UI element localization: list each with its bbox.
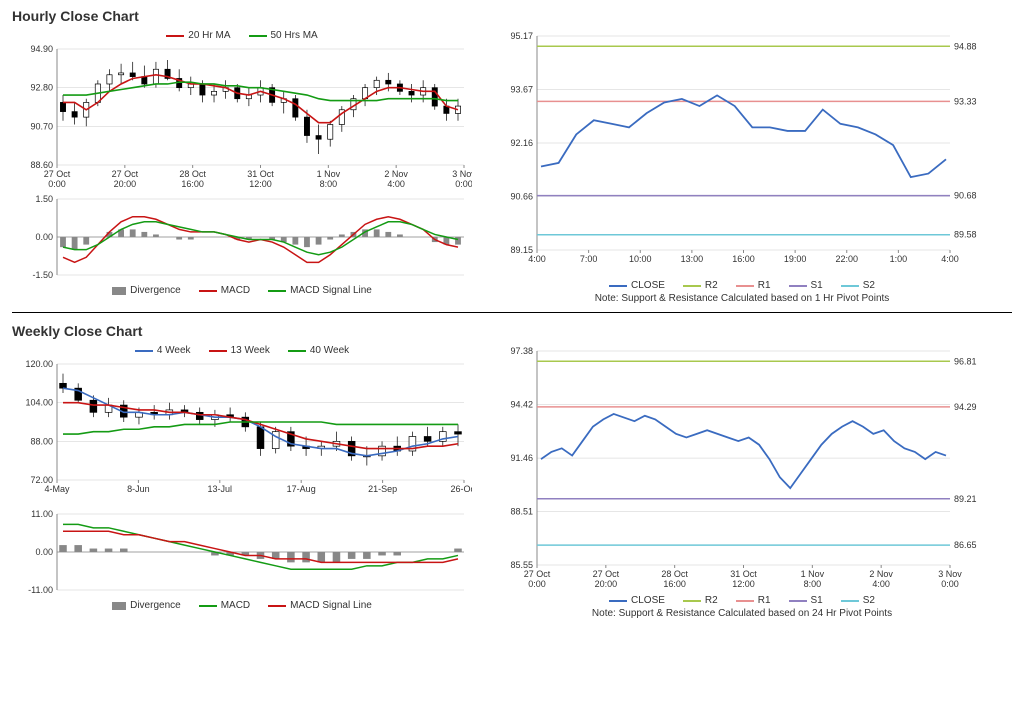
svg-text:89.21: 89.21 bbox=[954, 494, 977, 504]
hourly-main-chart: 88.6090.7092.8094.9027 Oct0:0027 Oct20:0… bbox=[12, 43, 472, 193]
svg-text:95.17: 95.17 bbox=[510, 31, 533, 41]
svg-text:20:00: 20:00 bbox=[114, 179, 137, 189]
svg-text:2 Nov: 2 Nov bbox=[384, 169, 408, 179]
svg-text:93.67: 93.67 bbox=[510, 84, 533, 94]
svg-text:1 Nov: 1 Nov bbox=[317, 169, 341, 179]
section-divider bbox=[12, 312, 1012, 313]
svg-text:31 Oct: 31 Oct bbox=[730, 569, 757, 579]
svg-text:16:00: 16:00 bbox=[663, 579, 686, 589]
svg-text:28 Oct: 28 Oct bbox=[661, 569, 688, 579]
svg-text:94.88: 94.88 bbox=[954, 41, 977, 51]
svg-text:27 Oct: 27 Oct bbox=[44, 169, 71, 179]
svg-text:27 Oct: 27 Oct bbox=[112, 169, 139, 179]
weekly-osc-chart: -11.00 0.00 11.00 bbox=[12, 508, 472, 598]
svg-text:0.00: 0.00 bbox=[35, 232, 53, 242]
weekly-pivot-note: Note: Support & Resistance Calculated ba… bbox=[492, 608, 992, 619]
svg-text:0:00: 0:00 bbox=[455, 179, 472, 189]
svg-text:94.42: 94.42 bbox=[510, 400, 533, 410]
svg-text:12:00: 12:00 bbox=[732, 579, 755, 589]
svg-text:4-May: 4-May bbox=[44, 484, 70, 494]
svg-text:13-Jul: 13-Jul bbox=[208, 484, 233, 494]
svg-text:89.58: 89.58 bbox=[954, 230, 977, 240]
svg-text:20:00: 20:00 bbox=[595, 579, 618, 589]
hourly-osc-chart: -1.50 0.00 1.50 bbox=[12, 193, 472, 283]
svg-text:3 Nov: 3 Nov bbox=[452, 169, 472, 179]
svg-text:27 Oct: 27 Oct bbox=[524, 569, 551, 579]
svg-text:92.16: 92.16 bbox=[510, 138, 533, 148]
hourly-pivot-legend: CLOSER2R1S1S2 bbox=[492, 280, 992, 291]
svg-text:26-Oct: 26-Oct bbox=[450, 484, 472, 494]
svg-text:12:00: 12:00 bbox=[249, 179, 272, 189]
svg-text:88.51: 88.51 bbox=[510, 506, 533, 516]
svg-text:94.29: 94.29 bbox=[954, 402, 977, 412]
svg-text:17-Aug: 17-Aug bbox=[287, 484, 316, 494]
svg-text:86.65: 86.65 bbox=[954, 540, 977, 550]
svg-text:0.00: 0.00 bbox=[35, 547, 53, 557]
svg-text:2 Nov: 2 Nov bbox=[869, 569, 893, 579]
hourly-pivot-chart: 89.1590.6692.1693.6795.174:007:0010:0013… bbox=[492, 28, 992, 278]
svg-text:7:00: 7:00 bbox=[580, 254, 598, 264]
svg-text:1 Nov: 1 Nov bbox=[801, 569, 825, 579]
hourly-osc-legend: DivergenceMACDMACD Signal Line bbox=[12, 285, 472, 296]
svg-text:10:00: 10:00 bbox=[629, 254, 652, 264]
weekly-main-chart: 72.0088.00104.00120.004-May8-Jun13-Jul17… bbox=[12, 358, 472, 508]
svg-text:8:00: 8:00 bbox=[320, 179, 338, 189]
svg-text:11.00: 11.00 bbox=[31, 509, 53, 519]
svg-text:21-Sep: 21-Sep bbox=[368, 484, 397, 494]
svg-text:96.81: 96.81 bbox=[954, 356, 977, 366]
weekly-main-legend: 4 Week13 Week40 Week bbox=[12, 345, 472, 356]
weekly-pivot-legend: CLOSER2R1S1S2 bbox=[492, 595, 992, 606]
svg-text:16:00: 16:00 bbox=[732, 254, 755, 264]
svg-text:0:00: 0:00 bbox=[48, 179, 66, 189]
hourly-main-legend: 20 Hr MA50 Hrs MA bbox=[12, 30, 472, 41]
svg-text:19:00: 19:00 bbox=[784, 254, 807, 264]
svg-text:-11.00: -11.00 bbox=[28, 585, 53, 595]
svg-text:27 Oct: 27 Oct bbox=[593, 569, 620, 579]
svg-text:22:00: 22:00 bbox=[835, 254, 858, 264]
weekly-section: Weekly Close Chart 4 Week13 Week40 Week … bbox=[12, 323, 1012, 619]
hourly-title: Hourly Close Chart bbox=[12, 8, 1012, 24]
svg-text:0:00: 0:00 bbox=[941, 579, 959, 589]
svg-text:28 Oct: 28 Oct bbox=[179, 169, 206, 179]
svg-text:4:00: 4:00 bbox=[387, 179, 405, 189]
svg-text:120.00: 120.00 bbox=[25, 359, 53, 369]
svg-text:8:00: 8:00 bbox=[804, 579, 822, 589]
svg-text:16:00: 16:00 bbox=[181, 179, 204, 189]
svg-text:1.50: 1.50 bbox=[35, 194, 53, 204]
svg-text:4:00: 4:00 bbox=[872, 579, 890, 589]
svg-text:91.46: 91.46 bbox=[510, 453, 533, 463]
svg-text:90.66: 90.66 bbox=[510, 191, 533, 201]
weekly-osc-legend: DivergenceMACDMACD Signal Line bbox=[12, 600, 472, 611]
hourly-section: Hourly Close Chart 20 Hr MA50 Hrs MA 88.… bbox=[12, 8, 1012, 304]
svg-text:3 Nov: 3 Nov bbox=[938, 569, 962, 579]
svg-text:90.70: 90.70 bbox=[30, 121, 53, 131]
svg-text:104.00: 104.00 bbox=[25, 398, 53, 408]
svg-text:94.90: 94.90 bbox=[30, 44, 53, 54]
svg-text:1:00: 1:00 bbox=[890, 254, 908, 264]
hourly-pivot-note: Note: Support & Resistance Calculated ba… bbox=[492, 293, 992, 304]
svg-text:0:00: 0:00 bbox=[528, 579, 546, 589]
svg-text:92.80: 92.80 bbox=[30, 83, 53, 93]
svg-text:-1.50: -1.50 bbox=[32, 270, 53, 280]
svg-text:8-Jun: 8-Jun bbox=[127, 484, 150, 494]
weekly-pivot-chart: 85.5588.5191.4694.4297.3827 Oct0:0027 Oc… bbox=[492, 343, 992, 593]
svg-text:4:00: 4:00 bbox=[941, 254, 959, 264]
svg-text:97.38: 97.38 bbox=[510, 346, 533, 356]
svg-text:90.68: 90.68 bbox=[954, 191, 977, 201]
svg-text:13:00: 13:00 bbox=[681, 254, 704, 264]
weekly-title: Weekly Close Chart bbox=[12, 323, 1012, 339]
svg-text:93.33: 93.33 bbox=[954, 96, 977, 106]
svg-text:88.00: 88.00 bbox=[30, 436, 53, 446]
svg-text:4:00: 4:00 bbox=[528, 254, 546, 264]
svg-text:31 Oct: 31 Oct bbox=[247, 169, 274, 179]
